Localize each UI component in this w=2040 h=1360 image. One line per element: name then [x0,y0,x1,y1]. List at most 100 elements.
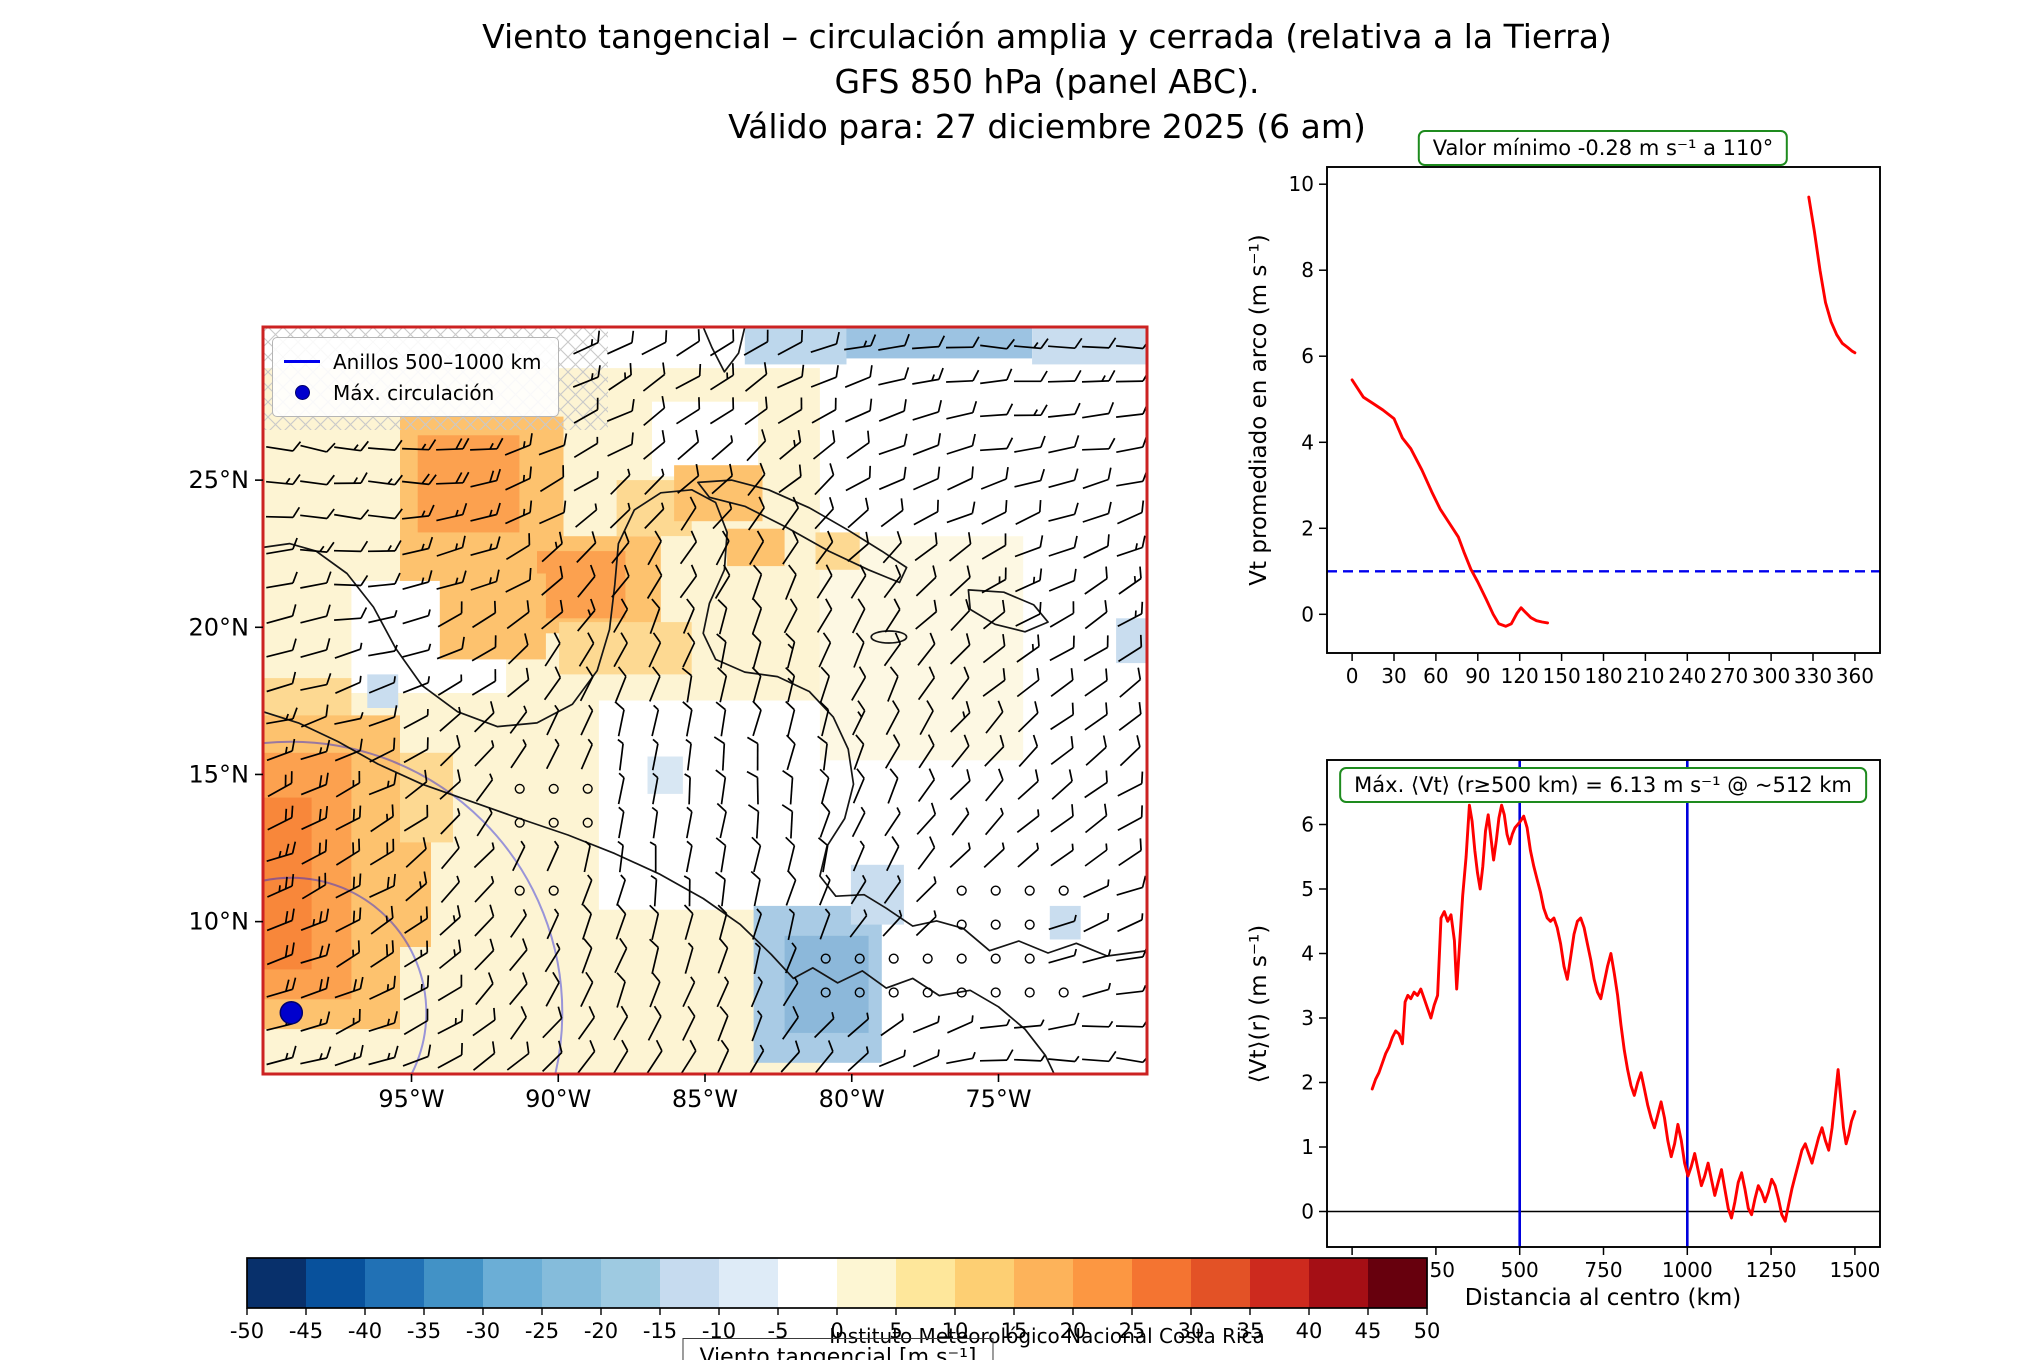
svg-line [721,743,726,771]
wind-barb [266,638,297,658]
wind-barb [682,598,695,634]
svg-line [901,1013,904,1020]
svg-line [1102,735,1107,748]
svg-line [660,502,665,510]
svg-line [266,682,293,693]
colorbar: -50 -45 -40 -35 -30 -25 -20 -15 -10 -5 0 5 10 15 20 25 3… [230,1257,1440,1343]
wind-barb [614,701,625,737]
svg-line [791,942,797,949]
svg-line [938,335,946,347]
svg-line [421,577,425,585]
wind-barb [878,433,908,456]
svg-line [1115,1025,1144,1028]
svg-line [1037,634,1040,647]
wind-barb [684,942,694,974]
svg-line [982,679,1006,697]
wind-barb [716,976,730,1008]
wind-barb [335,838,361,866]
svg-line [589,1039,596,1052]
svg-line [903,399,907,412]
svg-line [539,511,565,525]
wind-barb [300,638,331,659]
wind-barb [913,499,939,526]
svg-line [914,543,938,562]
svg-line [180,322,258,437]
y-tick-label: 2 [1301,516,1314,540]
colorbar-tick-label: 5 [889,1319,902,1343]
wind-barb [573,436,599,459]
svg-line [353,444,359,451]
wind-barb [984,734,1005,767]
svg-line [682,701,693,711]
svg-line [859,840,865,847]
svg-line [869,398,873,411]
wind-barb [1116,875,1147,896]
calm-indicator [956,987,967,998]
svg-line [787,709,796,737]
wind-barb [880,1013,904,1037]
svg-line [896,875,902,882]
svg-line [325,943,331,956]
svg-line [470,547,497,557]
svg-line [777,375,803,389]
svg-line [1133,576,1137,583]
svg-line [620,874,626,881]
wind-barb [405,837,427,868]
wind-barb [980,368,1013,385]
svg-line [334,1055,361,1067]
wind-barb [782,1005,799,1040]
svg-line [1107,879,1110,886]
colorbar-tick-label: -20 [584,1319,618,1343]
svg-line [402,547,429,556]
wind-barb [606,398,635,422]
svg-line [782,982,799,1007]
svg-line [685,811,693,839]
svg-line [859,564,867,576]
svg-line [597,365,601,378]
svg-line [1115,380,1144,383]
svg-line [436,447,464,451]
svg-line [437,680,462,696]
svg-line [878,377,905,386]
svg-line [785,666,795,677]
svg-line [1118,713,1142,731]
svg-line [685,845,693,873]
wind-barb [1118,634,1143,663]
svg-line [1140,601,1144,614]
svg-line [368,1022,395,1033]
svg-line [1101,375,1106,382]
wind-barb [541,599,564,630]
svg-line [488,807,493,814]
wind-barb [577,1005,596,1040]
svg-line [1047,380,1076,383]
svg-line [617,738,624,745]
wind-barb [717,938,729,974]
svg-line [962,711,966,719]
svg-line [1139,634,1143,647]
wind-barb [852,768,865,804]
svg-line [662,362,666,375]
svg-line [545,744,560,770]
svg-line [649,841,657,847]
svg-line [649,904,659,915]
svg-line [883,575,902,599]
svg-line [747,804,759,813]
svg-line [620,1005,629,1018]
svg-line [263,411,282,430]
wind-barb [1048,568,1077,592]
wind-barb [878,367,910,386]
svg-line [319,945,324,958]
svg-line [359,976,364,989]
svg-line [1116,480,1144,487]
svg-line [819,811,831,838]
svg-line [580,744,593,770]
wind-barb [816,598,833,633]
svg-line [621,1039,629,1052]
wind-barb [1119,667,1142,698]
svg-line [690,976,696,983]
x-tick-label: 150 [1543,664,1581,688]
shade-patch [417,435,520,533]
svg-line [455,438,463,450]
svg-line [1083,918,1109,933]
svg-line [937,1049,940,1057]
